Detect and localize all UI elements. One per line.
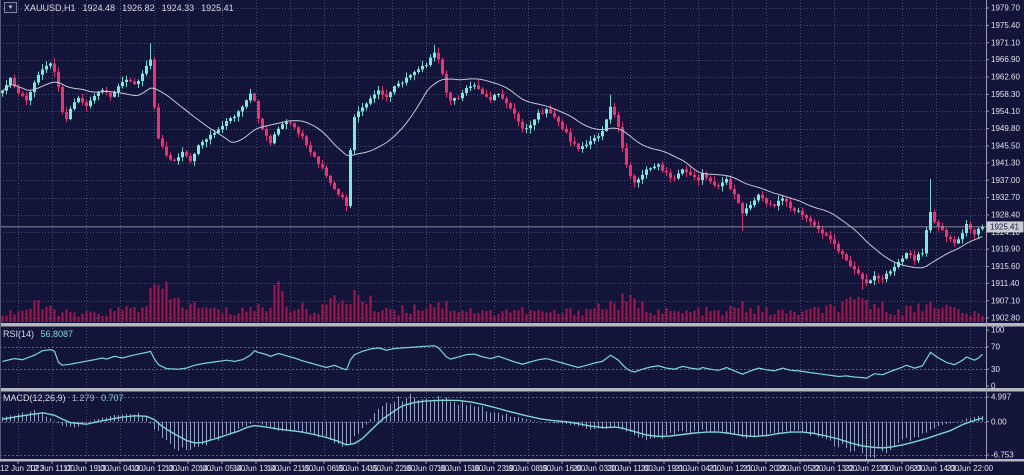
price-axis-label: 1932.70 [991,193,1020,202]
time-axis-label: 13 Jun 12:00 [131,464,178,473]
price-axis-label: 1971.10 [991,38,1020,47]
rsi-axis-label: 100 [991,326,1005,335]
symbol-timeframe-label: XAUUSD,H1 [24,2,76,13]
price-axis-label: 1941.30 [991,158,1020,167]
pane-separator[interactable] [0,323,1024,327]
price-axis-label: 1966.90 [991,55,1020,64]
macd-name: MACD(12,26,9) [3,393,66,403]
rsi-indicator-label: RSI(14) 56.8087 [3,329,73,339]
time-axis-label: 21 Jun 12:00 [709,464,756,473]
price-axis-label: 1902.80 [991,314,1020,323]
rsi-axis-label: 70 [991,342,1000,351]
ohlc-low: 1924.33 [161,2,195,13]
moving-average-line [2,78,983,269]
time-axis-label: 15 Jun 14:00 [335,464,382,473]
time-axis-label: 14 Jun 13:00 [233,464,280,473]
volume-bars [1,281,984,322]
time-axis-label: 23 Jun 14:00 [913,464,960,473]
symbol-dropdown-icon[interactable]: ▾ [4,2,17,13]
macd-axis-label: -6.753 [991,451,1014,460]
rsi-line [2,345,983,379]
ohlc-close: 1925.41 [201,2,234,13]
pane-separator[interactable] [0,388,1024,392]
time-axis-label: 20 Jun 03:00 [573,464,620,473]
time-axis-label: 16 Jun 23:00 [471,464,518,473]
time-axis-label: 16 Jun 15:00 [437,464,484,473]
price-axis-label: 1962.60 [991,73,1020,82]
time-axis-label: 14 Jun 21:00 [267,464,314,473]
time-axis-label: 20 Jun 19:00 [641,464,688,473]
pane-separator[interactable] [0,459,1024,462]
price-axis-label: 1975.40 [991,21,1020,30]
price-axis-label: 1915.60 [991,262,1020,271]
chart-title-bar: ▾ XAUUSD,H1 1924.48 1926.82 1924.33 1925… [4,2,234,13]
price-axis-label: 1979.70 [991,4,1020,13]
price-axis-label: 1911.40 [991,279,1020,288]
ohlc-high: 1926.82 [122,2,155,13]
price-axis-label: 1919.90 [991,245,1020,254]
price-axis-label: 1907.10 [991,296,1020,305]
price-axis-label: 1928.40 [991,210,1020,219]
macd-histogram [2,393,983,461]
time-axis-label: 22 Jun 05:00 [777,464,824,473]
time-axis-label: 14 Jun 05:00 [199,464,246,473]
time-axis-label: 21 Jun 20:00 [743,464,790,473]
rsi-axis-label: 0 [991,382,996,391]
price-axis-label: 1958.30 [991,90,1020,99]
time-axis-label: 13 Jun 04:00 [97,464,144,473]
time-axis-label: 15 Jun 22:00 [369,464,416,473]
macd-signal-line [2,399,983,449]
macd-value: 1.279 [72,393,95,403]
rsi-axis-label: 30 [991,365,1000,374]
time-axis-label: 19 Jun 16:00 [539,464,586,473]
current-price-label: 1925.41 [990,223,1019,232]
price-axis-label: 1949.80 [991,124,1020,133]
macd-indicator-label: MACD(12,26,9) 1.279 0.707 [3,393,124,403]
macd-axis[interactable]: 4.997 0.00 -6.753 [986,393,1014,460]
macd-signal-value: 0.707 [101,393,124,403]
time-axis-label: 23 Jun 06:00 [879,464,926,473]
macd-axis-label: 0.00 [991,417,1007,426]
price-axis-label: 1945.50 [991,142,1020,151]
price-axis[interactable]: 1979.70 1975.40 1971.10 1966.90 1962.60 1958.… [986,4,1020,323]
time-axis-label: 22 Jun 21:00 [845,464,892,473]
current-price-tag: 1925.41 [986,221,1024,233]
time-axis-label: 13 Jun 20:00 [165,464,212,473]
candles-layer [1,43,984,290]
time-axis-label: 12 Jun 11:00 [29,464,75,473]
grid-layer [0,0,986,458]
time-axis-label: 12 Jun 19:00 [63,464,110,473]
time-axis-label: 23 Jun 22:00 [947,464,994,473]
price-axis-label: 1937.00 [991,176,1020,185]
price-axis-label: 1954.10 [991,107,1020,116]
time-axis-label: 22 Jun 13:00 [811,464,858,473]
time-axis-label: 12 Jun 2023 [0,464,45,473]
rsi-value: 56.8087 [40,329,74,339]
time-axis-label: 20 Jun 11:00 [607,464,653,473]
time-axis-label: 15 Jun 06:00 [301,464,348,473]
time-axis-label: 19 Jun 08:00 [505,464,552,473]
time-axis-label: 16 Jun 07:00 [403,464,450,473]
rsi-name: RSI(14) [3,329,35,339]
macd-axis-label: 4.997 [991,393,1012,402]
rsi-axis[interactable]: 100 70 30 0 [986,326,1005,391]
ohlc-open: 1924.48 [82,2,116,13]
time-axis-label: 21 Jun 04:00 [675,464,722,473]
